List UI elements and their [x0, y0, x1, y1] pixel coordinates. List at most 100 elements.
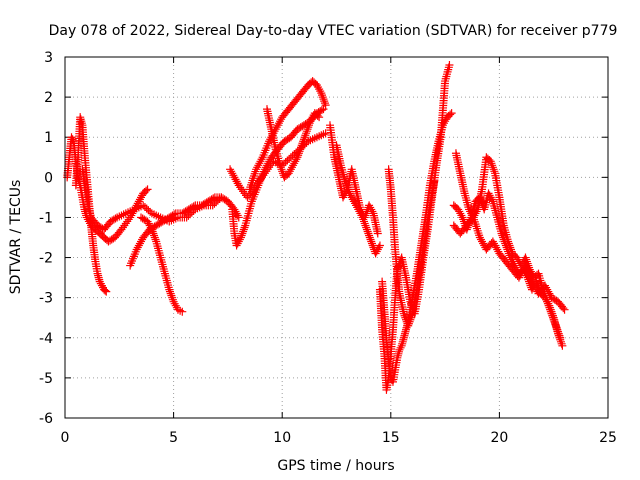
- data-point-fill-arc-q: [489, 165, 498, 174]
- x-axis-label: GPS time / hours: [277, 458, 394, 474]
- data-point-arc-q: [521, 253, 530, 262]
- data-point-fill-arc-i: [286, 165, 295, 174]
- data-point-fill-arc-h: [244, 191, 253, 200]
- data-point-fill-arc-i: [302, 127, 311, 136]
- data-point-arc-q: [547, 309, 556, 318]
- data-point-fill-arc-o: [485, 191, 494, 200]
- data-point-arc-n: [399, 309, 408, 318]
- data-point-fill-arc-f: [239, 225, 248, 234]
- data-point-fill-arc-q: [554, 327, 563, 336]
- data-point-arc-k: [375, 241, 384, 250]
- data-point-fill-arc-g: [319, 95, 328, 104]
- data-point-fill-arc-o: [457, 211, 466, 220]
- data-point-fill-arc-q: [542, 295, 551, 304]
- data-point-arc-h: [260, 169, 269, 178]
- data-point-arc-i: [284, 169, 293, 178]
- data-point-fill-arc-q: [504, 239, 513, 248]
- data-point-fill-arc-a: [142, 186, 151, 195]
- data-point-arc-e: [178, 307, 187, 316]
- data-point-fill-arc-e: [167, 291, 176, 300]
- data-point-fill-arc-p: [493, 245, 502, 254]
- data-point-fill-arc-n: [406, 315, 415, 324]
- y-tick-label: -3: [39, 291, 53, 307]
- y-tick-label: 2: [44, 90, 53, 106]
- data-point-fill-arc-h: [239, 187, 248, 196]
- data-point-arc-h: [226, 165, 235, 174]
- data-point-fill-arc-h: [229, 171, 238, 180]
- data-point-arc-k: [371, 249, 380, 258]
- data-point-fill-arc-d: [135, 239, 144, 248]
- data-point-fill-arc-k: [363, 227, 372, 236]
- y-tick-label: 0: [44, 170, 53, 186]
- data-point-arc-p: [488, 237, 497, 246]
- x-tick-label: 0: [61, 430, 70, 446]
- x-tick-label: 15: [382, 430, 400, 446]
- data-point-fill-arc-k: [365, 231, 374, 240]
- data-point-fill-arc-k: [368, 241, 377, 250]
- data-point-fill-arc-d: [133, 243, 142, 252]
- data-point-fill-arc-i: [300, 133, 309, 142]
- data-point-fill-arc-e: [149, 229, 158, 238]
- data-point-arc-n: [404, 321, 413, 330]
- data-point-fill-arc-e: [150, 233, 159, 242]
- data-point-fill-arc-k: [357, 211, 366, 220]
- data-point-fill-arc-o: [459, 215, 468, 224]
- data-point-fill-arc-p: [559, 304, 568, 313]
- data-point-fill-arc-f: [233, 239, 242, 248]
- data-point-arc-f: [232, 241, 241, 250]
- x-tick-label: 25: [599, 430, 617, 446]
- data-point-arc-h: [243, 193, 252, 202]
- data-point-fill-arc-q: [546, 307, 555, 316]
- data-point-fill-arc-a: [120, 221, 129, 230]
- data-point-arc-o: [454, 205, 463, 214]
- data-point-fill-arc-i: [305, 119, 314, 128]
- axis-ticks: 0 5 10 15 20 25 -6 -5 -4 -3 -2 -1 0 1 2 3: [39, 50, 617, 446]
- data-point-arc-k: [345, 189, 354, 198]
- data-point-fill-arc-k: [362, 223, 371, 232]
- chart-title: Day 078 of 2022, Sidereal Day-to-day VTE…: [49, 23, 618, 39]
- data-point-fill-arc-j: [367, 205, 376, 214]
- data-point-arc-k: [341, 177, 350, 186]
- data-point-arc-q: [538, 285, 547, 294]
- data-point-fill-arc-h: [255, 177, 264, 186]
- data-point-fill-arc-a: [124, 215, 133, 224]
- data-point-fill-arc-i: [299, 137, 308, 146]
- data-point-fill-arc-i: [279, 171, 288, 180]
- data-point-fill-arc-p: [531, 283, 540, 292]
- data-point-arc-i: [293, 153, 302, 162]
- data-point-arc-i: [276, 161, 285, 170]
- data-point-fill-arc-o: [556, 337, 565, 346]
- data-point-fill-arc-i: [304, 121, 313, 130]
- data-point-fill-arc-p: [518, 267, 527, 276]
- data-point-fill-arc-q: [543, 299, 552, 308]
- y-tick-label: -6: [39, 411, 53, 427]
- data-point-fill-arc-p: [529, 279, 538, 288]
- data-point-fill-arc-h: [237, 185, 246, 194]
- data-point-fill-arc-m: [394, 263, 403, 272]
- data-point-fill-arc-o: [455, 207, 464, 216]
- data-point-fill-arc-l: [396, 343, 405, 352]
- y-tick-label: -2: [39, 251, 53, 267]
- data-point-fill-arc-b: [96, 279, 105, 288]
- data-point-fill-arc-i: [276, 163, 285, 172]
- data-point-fill-arc-n: [400, 311, 409, 320]
- data-point-arc-b: [95, 277, 104, 286]
- data-point-arc-q: [486, 157, 495, 166]
- data-point-fill-arc-h: [228, 169, 237, 178]
- data-point-fill-arc-e: [170, 299, 179, 308]
- data-point-fill-arc-o: [456, 209, 465, 218]
- data-point-fill-arc-k: [366, 235, 375, 244]
- data-point-fill-arc-h: [249, 185, 258, 194]
- data-point-fill-arc-q: [540, 289, 549, 298]
- plot-frame: [64, 56, 609, 419]
- data-point-arc-l: [447, 109, 456, 118]
- data-point-fill-arc-q: [488, 163, 497, 172]
- data-point-fill-arc-i: [296, 145, 305, 154]
- data-point-fill-arc-h: [250, 183, 259, 192]
- data-point-fill-arc-d: [209, 194, 218, 203]
- y-tick-label: 3: [44, 50, 53, 66]
- data-point-fill-arc-e: [165, 287, 174, 296]
- data-point-fill-arc-h: [265, 163, 274, 172]
- data-point-arc-e: [143, 217, 152, 226]
